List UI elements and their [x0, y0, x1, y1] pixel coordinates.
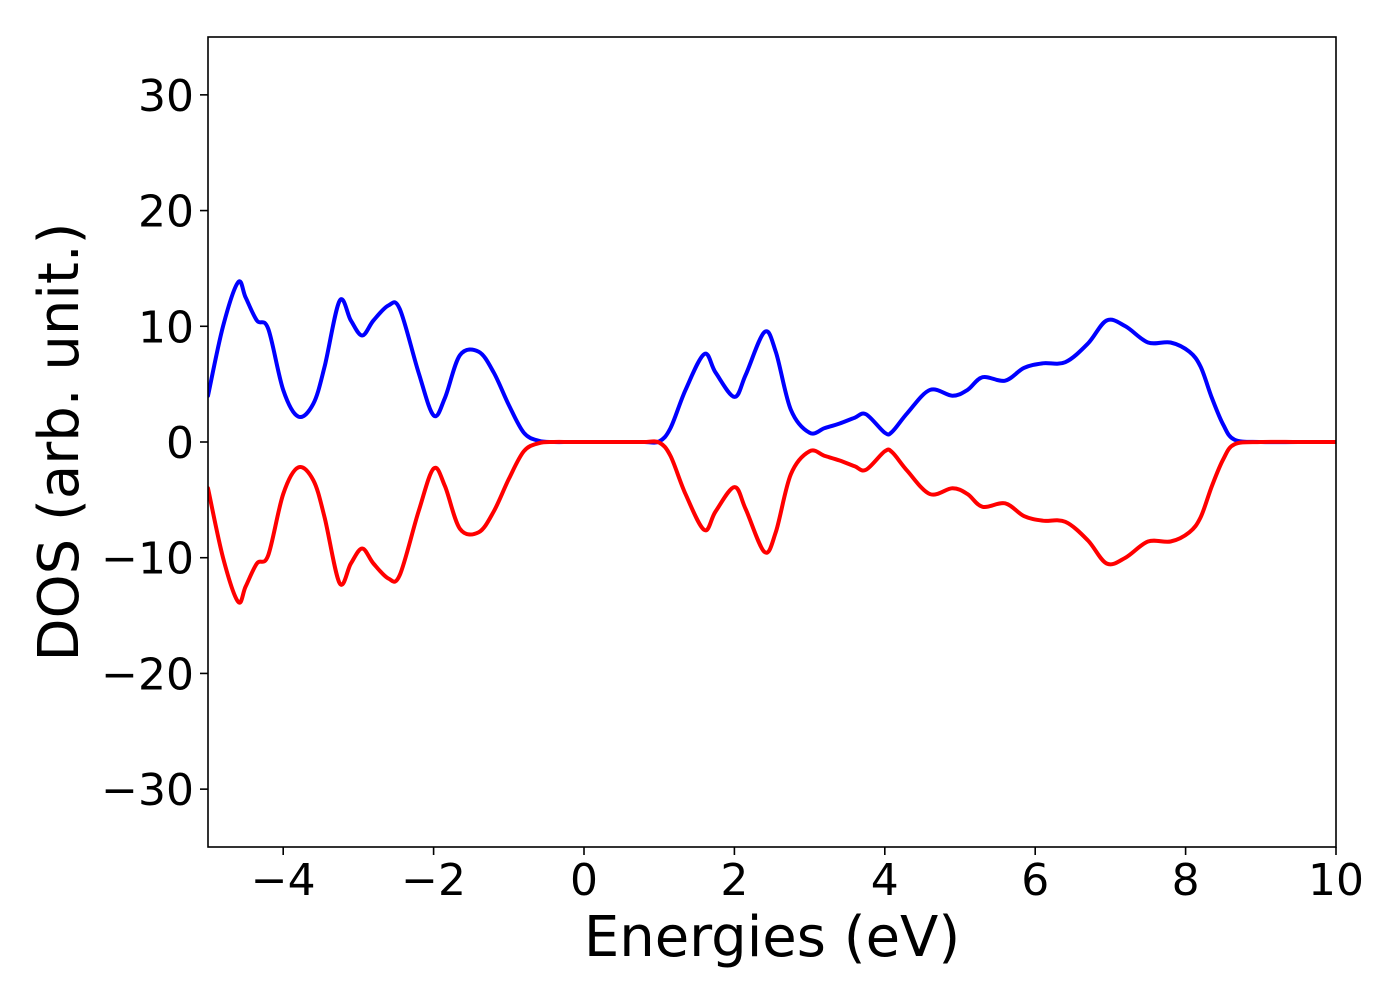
- y-tick-label: 10: [138, 302, 194, 353]
- x-tick-label: −2: [401, 855, 466, 906]
- x-tick-label: 4: [871, 855, 899, 906]
- x-tick-label: 8: [1172, 855, 1200, 906]
- y-axis: −30 −20 −10 0 10 20 30: [101, 71, 208, 816]
- x-axis-title: Energies (eV): [584, 905, 960, 970]
- series-line-positive: [208, 279, 1336, 445]
- x-axis: −4 −2 0 2 4 6 8 10: [251, 847, 1364, 906]
- y-tick-label: 30: [138, 71, 194, 122]
- y-tick-label: 0: [166, 418, 194, 469]
- y-tick-label: −10: [101, 534, 194, 585]
- x-tick-label: 0: [570, 855, 598, 906]
- x-tick-label: 10: [1308, 855, 1364, 906]
- y-axis-title: DOS (arb. unit.): [27, 222, 92, 661]
- y-tick-label: −20: [101, 649, 194, 700]
- series-layer: [208, 279, 1336, 605]
- x-tick-label: 2: [720, 855, 748, 906]
- x-tick-label: 6: [1021, 855, 1049, 906]
- y-tick-label: −30: [101, 765, 194, 816]
- series-line-negative: [208, 439, 1336, 605]
- y-tick-label: 20: [138, 187, 194, 238]
- x-tick-label: −4: [251, 855, 316, 906]
